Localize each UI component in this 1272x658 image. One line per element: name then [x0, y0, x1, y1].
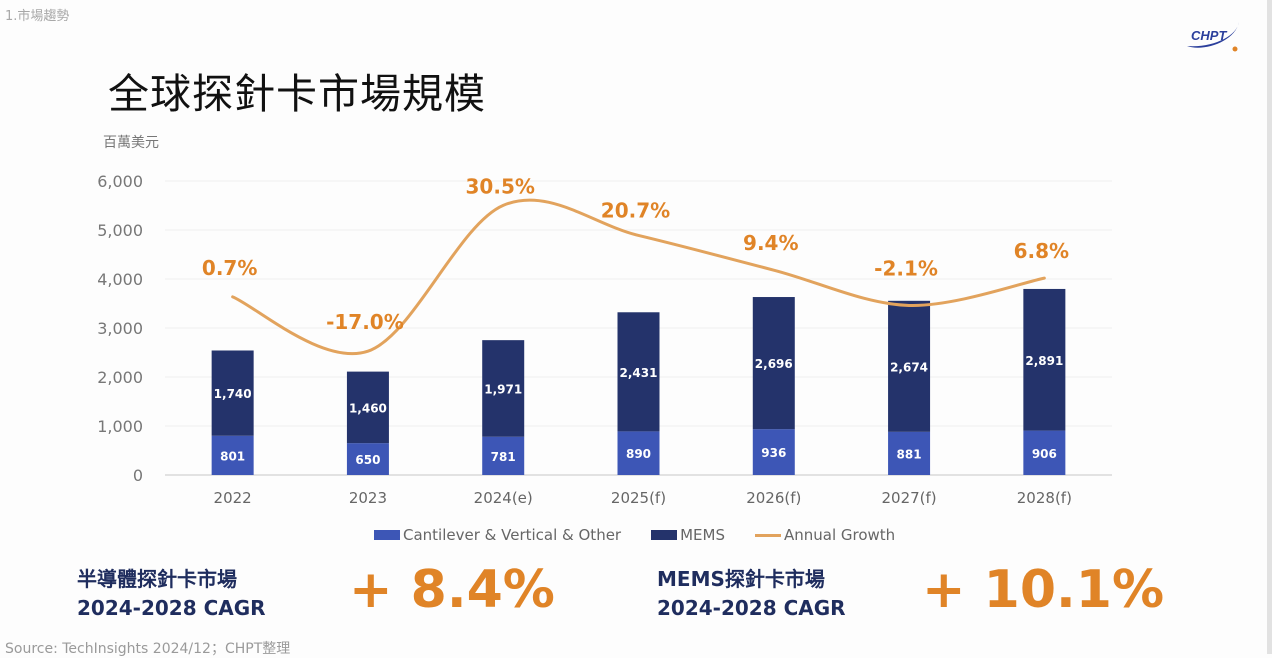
legend-swatch-cantilever — [374, 530, 400, 540]
bar-mems — [752, 297, 795, 430]
cagr-semiconductor-label: 半導體探針卡市場 2024-2028 CAGR — [77, 565, 266, 623]
x-tick-label: 2025(f) — [611, 489, 666, 507]
logo-text: CHPT — [1191, 28, 1227, 43]
y-tick-label: 4,000 — [97, 270, 143, 289]
y-tick-label: 3,000 — [97, 319, 143, 338]
bar-label-cantilever: 936 — [761, 446, 786, 460]
bars — [211, 288, 1066, 475]
y-tick-label: 0 — [133, 466, 143, 485]
bar-mems — [482, 340, 525, 437]
chpt-logo: CHPT — [1187, 22, 1239, 52]
y-tick-label: 6,000 — [97, 172, 143, 191]
bar-label-cantilever: 906 — [1032, 447, 1057, 461]
bar-label-mems: 2,696 — [755, 357, 793, 371]
growth-label: 20.7% — [601, 198, 670, 222]
growth-label: 0.7% — [202, 256, 257, 280]
bar-label-cantilever: 650 — [355, 453, 380, 467]
growth-label: 6.8% — [1014, 239, 1069, 263]
x-tick-label: 2024(e) — [474, 489, 533, 507]
y-tick-label: 5,000 — [97, 221, 143, 240]
x-tick-label: 2026(f) — [746, 489, 801, 507]
bar-mems — [888, 300, 931, 432]
y-tick-label: 1,000 — [97, 417, 143, 436]
bar-label-mems: 2,674 — [890, 360, 928, 374]
bar-cantilever — [211, 435, 254, 475]
growth-label: -17.0% — [326, 310, 404, 334]
market-size-chart: 百萬美元 0 1,000 2,000 3,000 4,000 5,000 6,000 801… — [97, 135, 1112, 507]
x-tick-label: 2022 — [214, 489, 252, 507]
bar-cantilever — [1023, 430, 1066, 475]
bar-label-cantilever: 781 — [491, 450, 516, 464]
bar-labels: 801 1,740 650 1,460 781 1,971 890 2,431 936 2,696… — [214, 354, 1064, 467]
legend-swatch-mems — [651, 530, 678, 540]
legend-label-cantilever: Cantilever & Vertical & Other — [403, 526, 622, 544]
bar-mems — [1023, 288, 1066, 431]
x-tick-labels: 2022 2023 2024(e) 2025(f) 2026(f) 2027(f) 2028… — [214, 489, 1072, 507]
legend-item-mems: MEMS — [651, 526, 725, 544]
legend-swatch-growth — [754, 533, 781, 537]
x-tick-label: 2023 — [349, 489, 387, 507]
y-tick-labels: 0 1,000 2,000 3,000 4,000 5,000 6,000 — [97, 172, 143, 485]
bar-mems — [346, 371, 389, 444]
source-note: Source: TechInsights 2024/12；CHPT整理 — [5, 641, 291, 657]
bar-label-cantilever: 881 — [897, 447, 922, 461]
cagr-semiconductor-period: 2024-2028 CAGR — [77, 596, 266, 620]
bar-cantilever — [482, 436, 525, 475]
y-axis-label: 百萬美元 — [103, 135, 159, 151]
page-title: 全球探針卡市場規模 — [108, 70, 486, 118]
cagr-semiconductor-title: 半導體探針卡市場 — [77, 567, 237, 591]
bar-label-mems: 1,971 — [484, 382, 522, 396]
bar-label-cantilever: 801 — [220, 449, 245, 463]
y-tick-label: 2,000 — [97, 368, 143, 387]
bar-cantilever — [752, 429, 795, 475]
logo-dot — [1232, 46, 1238, 52]
bar-mems — [617, 312, 660, 432]
x-tick-label: 2028(f) — [1017, 489, 1072, 507]
bar-cantilever — [617, 431, 660, 475]
bar-cantilever — [346, 443, 389, 475]
bar-label-mems: 1,740 — [214, 387, 252, 401]
cagr-mems-title: MEMS探針卡市場 — [657, 567, 825, 591]
legend: Cantilever & Vertical & Other MEMS Annua… — [374, 526, 925, 544]
legend-label-growth: Annual Growth — [783, 526, 896, 544]
bar-label-mems: 1,460 — [349, 401, 387, 415]
x-tick-label: 2027(f) — [881, 489, 936, 507]
bar-label-mems: 2,891 — [1025, 354, 1063, 368]
growth-label: -2.1% — [874, 256, 938, 280]
bar-mems — [211, 350, 254, 436]
legend-item-cantilever: Cantilever & Vertical & Other — [374, 526, 621, 544]
cagr-mems-period: 2024-2028 CAGR — [657, 596, 846, 620]
legend-item-growth: Annual Growth — [754, 526, 896, 544]
cagr-semiconductor-value: + 8.4% — [349, 560, 555, 620]
section-label: 1.市場趨勢 — [5, 9, 70, 24]
growth-labels: 0.7% -17.0% 30.5% 20.7% 9.4% -2.1% 6.8% — [202, 174, 1069, 334]
right-edge-strip — [1267, 0, 1272, 654]
bar-label-cantilever: 890 — [626, 447, 651, 461]
growth-label: 30.5% — [466, 174, 535, 198]
bar-label-mems: 2,431 — [620, 366, 658, 380]
cagr-mems-label: MEMS探針卡市場 2024-2028 CAGR — [657, 565, 846, 623]
growth-label: 9.4% — [743, 231, 798, 255]
cagr-mems-value: + 10.1% — [922, 560, 1165, 620]
legend-label-mems: MEMS — [680, 526, 725, 544]
growth-line — [231, 198, 1046, 355]
bar-cantilever — [888, 431, 931, 475]
